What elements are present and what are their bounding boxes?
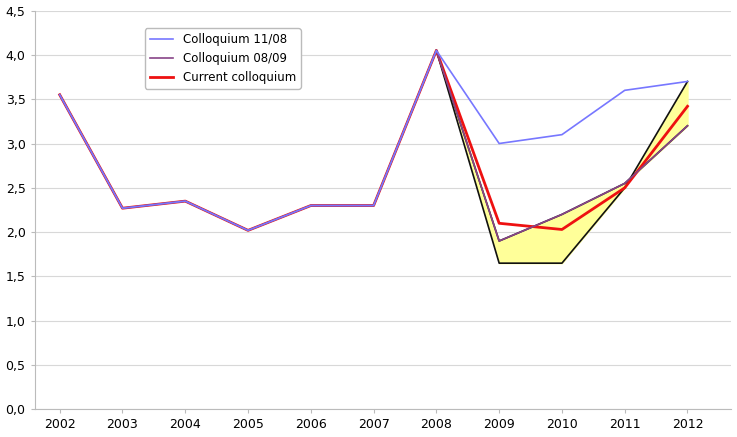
Colloquium 11/08 (307, 203, 315, 208)
Current colloquium (432, 48, 441, 53)
Current colloquium (369, 203, 378, 208)
Colloquium 08/09 (621, 181, 629, 186)
Colloquium 11/08 (369, 203, 378, 208)
Line: Colloquium 08/09: Colloquium 08/09 (60, 50, 688, 241)
Current colloquium (495, 221, 503, 226)
Line: Current colloquium: Current colloquium (60, 50, 688, 230)
Colloquium 08/09 (181, 198, 189, 204)
Current colloquium (557, 227, 566, 232)
Colloquium 08/09 (55, 92, 64, 97)
Colloquium 11/08 (118, 205, 127, 211)
Colloquium 08/09 (118, 205, 127, 211)
Current colloquium (244, 228, 253, 233)
Colloquium 08/09 (557, 212, 566, 217)
Colloquium 08/09 (432, 48, 441, 53)
Colloquium 08/09 (683, 123, 692, 128)
Line: Colloquium 11/08: Colloquium 11/08 (60, 50, 688, 230)
Legend: Colloquium 11/08, Colloquium 08/09, Current colloquium: Colloquium 11/08, Colloquium 08/09, Curr… (145, 28, 301, 89)
Current colloquium (181, 198, 189, 204)
Colloquium 08/09 (307, 203, 315, 208)
Colloquium 11/08 (432, 48, 441, 53)
Current colloquium (307, 203, 315, 208)
Colloquium 11/08 (495, 141, 503, 146)
Colloquium 08/09 (369, 203, 378, 208)
Colloquium 11/08 (244, 228, 253, 233)
Colloquium 11/08 (683, 79, 692, 84)
Current colloquium (621, 185, 629, 191)
Colloquium 08/09 (244, 228, 253, 233)
Current colloquium (55, 92, 64, 97)
Colloquium 11/08 (557, 132, 566, 137)
Colloquium 08/09 (495, 239, 503, 244)
Current colloquium (683, 104, 692, 109)
Colloquium 11/08 (55, 92, 64, 97)
Colloquium 11/08 (621, 88, 629, 93)
Colloquium 11/08 (181, 198, 189, 204)
Current colloquium (118, 205, 127, 211)
